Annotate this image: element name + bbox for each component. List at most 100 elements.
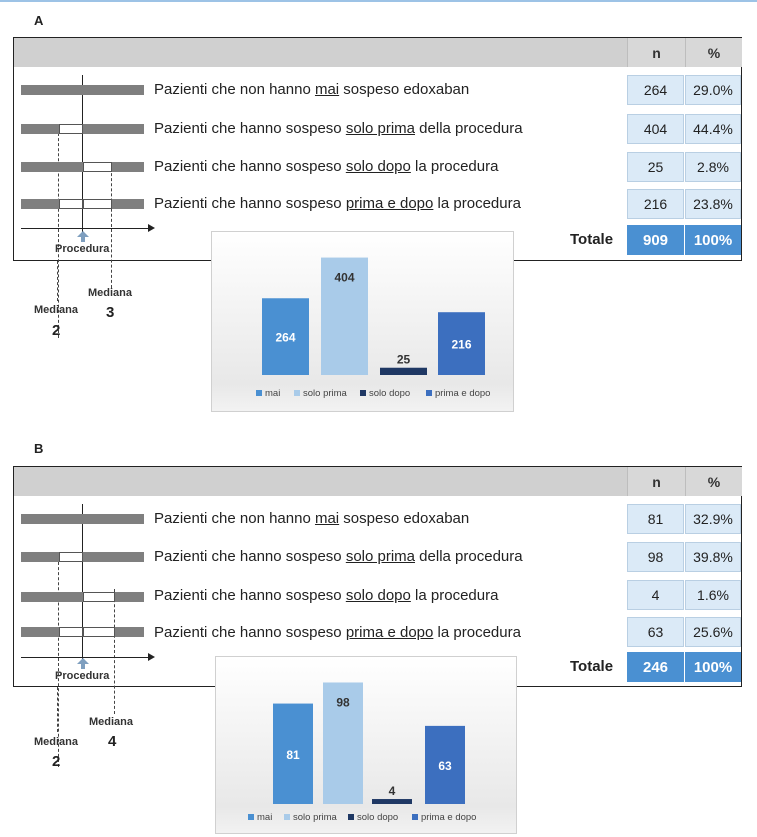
procedure-arrow-icon <box>77 658 89 664</box>
row-label-solo-prima: Pazienti che hanno sospeso solo prima de… <box>154 120 523 137</box>
timeline-bar-prima-dopo-right <box>115 627 144 637</box>
timeline-gap-solo-prima <box>59 124 83 134</box>
data-label-prima-e-dopo: 216 <box>451 338 471 352</box>
chart-b: 81 98 4 63 mai solo prima solo dopo prima e dop… <box>215 656 517 834</box>
legend-label-prima-e-dopo: prima e dopo <box>421 812 476 823</box>
data-label-solo-prima: 404 <box>334 271 354 285</box>
timeline-bar-solo-prima-right <box>83 552 144 562</box>
median-left-dash-ext <box>57 261 58 301</box>
timeline-bar-mai <box>21 514 144 524</box>
timeline-gap-prima-dopo-before <box>59 627 83 637</box>
table-header <box>14 467 741 496</box>
cell-n-solo-prima: 404 <box>627 114 684 144</box>
header-pct: % <box>685 467 742 496</box>
bar-solo-prima <box>321 257 368 375</box>
timeline-bar-solo-prima-left <box>21 552 59 562</box>
time-axis-arrow <box>148 224 155 232</box>
time-axis <box>21 228 149 229</box>
cell-n-mai: 264 <box>627 75 684 105</box>
timeline-gap-prima-dopo-after <box>83 627 115 637</box>
median-left-value: 2 <box>52 322 61 339</box>
timeline-bar-solo-dopo-left <box>21 162 83 172</box>
data-label-solo-prima: 98 <box>336 695 350 709</box>
legend-swatch-mai <box>256 390 262 396</box>
row-label-mai: Pazienti che non hanno mai sospeso edoxa… <box>154 510 470 527</box>
total-label: Totale <box>570 658 614 675</box>
timeline-gap-solo-prima <box>59 552 83 562</box>
bar-mai <box>273 703 313 804</box>
cell-n-prima-dopo: 216 <box>627 189 684 219</box>
bar-mai <box>262 298 309 375</box>
panel-b-letter: B <box>34 441 44 456</box>
header-n: n <box>627 467 685 496</box>
median-left-dash <box>58 557 59 767</box>
median-right-label: Mediana <box>89 716 134 728</box>
timeline-bar-prima-dopo-left <box>21 627 59 637</box>
panel-a-table: n % Procedura Pazienti che non hanno mai… <box>13 37 742 338</box>
bar-prima-e-dopo <box>425 725 465 804</box>
median-left-dash-ext <box>57 687 58 732</box>
timeline-bar-solo-dopo-right <box>112 162 144 172</box>
top-divider <box>0 0 757 2</box>
median-right-value: 4 <box>108 733 117 750</box>
procedure-line <box>82 504 83 664</box>
timeline-bar-mai <box>21 85 144 95</box>
legend-swatch-mai <box>248 814 254 820</box>
cell-n-solo-dopo: 4 <box>627 580 684 610</box>
median-left-label: Mediana <box>34 736 79 748</box>
cell-pct-mai: 32.9% <box>685 504 741 534</box>
median-right-label: Mediana <box>88 287 133 299</box>
legend-label-solo-dopo: solo dopo <box>357 812 398 823</box>
cell-pct-solo-dopo: 1.6% <box>685 580 741 610</box>
bar-solo-prima <box>323 682 363 804</box>
legend-label-mai: mai <box>265 388 280 399</box>
timeline-bar-solo-dopo-left <box>21 592 83 602</box>
table-header <box>14 38 741 67</box>
total-n: 909 <box>627 225 684 255</box>
median-right-dash <box>114 589 115 714</box>
total-label: Totale <box>570 231 614 248</box>
cell-pct-mai: 29.0% <box>685 75 741 105</box>
cell-pct-solo-prima: 39.8% <box>685 542 741 572</box>
row-label-prima-dopo: Pazienti che hanno sospeso prima e dopo … <box>154 624 521 641</box>
procedure-arrow-stem <box>81 664 85 669</box>
chart-a: 264 404 25 216 mai solo prima solo dopo prima e… <box>211 231 514 412</box>
legend-swatch-prima-e-dopo <box>426 390 432 396</box>
median-left-dash <box>58 128 59 338</box>
timeline-gap-prima-dopo-after <box>83 199 112 209</box>
legend-swatch-solo-prima <box>294 390 300 396</box>
bar-chart-b: 81 98 4 63 mai solo prima solo dopo prima e dop… <box>248 682 476 823</box>
timeline-gap-solo-dopo <box>83 592 115 602</box>
bar-solo-dopo <box>372 799 412 804</box>
cell-pct-solo-prima: 44.4% <box>685 114 741 144</box>
header-pct: % <box>685 38 742 67</box>
total-pct: 100% <box>685 652 741 682</box>
procedure-line <box>82 75 83 235</box>
data-label-mai: 264 <box>275 331 295 345</box>
total-pct: 100% <box>685 225 741 255</box>
row-label-prima-dopo: Pazienti che hanno sospeso prima e dopo … <box>154 195 521 212</box>
row-label-solo-prima: Pazienti che hanno sospeso solo prima de… <box>154 548 523 565</box>
procedure-label: Procedura <box>55 670 110 682</box>
bar-prima-e-dopo <box>438 312 485 375</box>
legend-swatch-solo-dopo <box>348 814 354 820</box>
timeline-gap-solo-dopo <box>83 162 112 172</box>
cell-pct-prima-dopo: 23.8% <box>685 189 741 219</box>
row-label-solo-dopo: Pazienti che hanno sospeso solo dopo la … <box>154 587 499 604</box>
panel-b-table: n % Procedura Pazienti che non hanno mai… <box>13 466 742 767</box>
median-right-value: 3 <box>106 304 115 321</box>
procedure-label: Procedura <box>55 243 110 255</box>
timeline-bar-solo-dopo-right <box>115 592 144 602</box>
panel-a-letter: A <box>34 13 44 28</box>
legend-label-mai: mai <box>257 812 272 823</box>
legend-label-solo-prima: solo prima <box>303 388 348 399</box>
bar-solo-dopo <box>380 367 427 375</box>
cell-n-mai: 81 <box>627 504 684 534</box>
legend-label-solo-prima: solo prima <box>293 812 338 823</box>
header-n: n <box>627 38 685 67</box>
legend-swatch-prima-e-dopo <box>412 814 418 820</box>
cell-n-solo-dopo: 25 <box>627 152 684 182</box>
median-left-value: 2 <box>52 753 61 770</box>
time-axis <box>21 657 149 658</box>
timeline-bar-solo-prima-right <box>83 124 144 134</box>
